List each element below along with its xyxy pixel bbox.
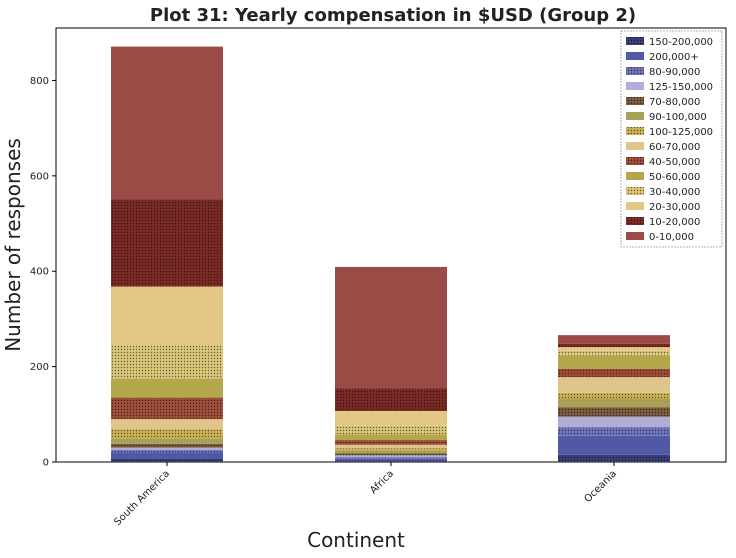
bar-africa-30-40-000 — [335, 426, 447, 435]
bar-africa-150-200-000 — [335, 461, 447, 462]
legend-label-10-20-000: 10-20,000 — [649, 217, 700, 228]
legend-frame — [621, 31, 722, 247]
legend-label-60-70-000: 60-70,000 — [649, 142, 700, 153]
legend-swatch-40-50-000 — [626, 157, 644, 165]
bar-south-america-125-150-000 — [111, 448, 223, 450]
bar-oceania-100-125-000 — [558, 393, 670, 399]
bar-south-america-20-30-000 — [111, 286, 223, 345]
bar-africa-10-20-000 — [335, 389, 447, 411]
bar-south-america-150-200-000 — [111, 458, 223, 462]
y-tick-label: 800 — [30, 76, 49, 87]
legend-label-70-80-000: 70-80,000 — [649, 97, 700, 108]
legend-label-125-150-000: 125-150,000 — [649, 82, 713, 93]
legend-swatch-50-60-000 — [626, 172, 644, 180]
bar-oceania-30-40-000 — [558, 351, 670, 356]
y-tick-label: 0 — [43, 458, 49, 469]
bar-south-america-0-10-000 — [111, 47, 223, 200]
legend-swatch-90-100-000 — [626, 112, 644, 120]
legend-label-40-50-000: 40-50,000 — [649, 157, 700, 168]
legend-swatch-125-150-000 — [626, 82, 644, 90]
bar-africa-80-90-000 — [335, 457, 447, 458]
legend-swatch-80-90-000 — [626, 67, 644, 75]
legend-label-0-10-000: 0-10,000 — [649, 232, 694, 243]
legend-swatch-30-40-000 — [626, 187, 644, 195]
bar-africa-50-60-000 — [335, 434, 447, 440]
bar-africa-125-150-000 — [335, 455, 447, 457]
bar-south-america-30-40-000 — [111, 345, 223, 378]
legend-label-200-000: 200,000+ — [649, 52, 699, 63]
bar-oceania-125-150-000 — [558, 417, 670, 427]
x-axis-label: Continent — [307, 528, 405, 552]
bar-south-america-10-20-000 — [111, 199, 223, 286]
x-tick-label-africa: Africa — [368, 468, 396, 496]
legend-label-80-90-000: 80-90,000 — [649, 67, 700, 78]
bar-oceania-60-70-000 — [558, 377, 670, 393]
bar-south-america-100-125-000 — [111, 430, 223, 439]
y-tick-label: 600 — [30, 171, 49, 182]
bar-oceania-0-10-000 — [558, 335, 670, 344]
bar-africa-70-80-000 — [335, 453, 447, 455]
legend-swatch-70-80-000 — [626, 97, 644, 105]
legend-swatch-150-200-000 — [626, 37, 644, 45]
legend-swatch-10-20-000 — [626, 217, 644, 225]
bar-south-america-200-000 — [111, 452, 223, 458]
legend-swatch-60-70-000 — [626, 142, 644, 150]
legend-label-90-100-000: 90-100,000 — [649, 112, 707, 123]
bar-oceania-40-50-000 — [558, 369, 670, 377]
bar-oceania-200-000 — [558, 436, 670, 455]
legend-label-30-40-000: 30-40,000 — [649, 187, 700, 198]
bar-oceania-10-20-000 — [558, 344, 670, 347]
bar-oceania-50-60-000 — [558, 356, 670, 369]
bar-south-america-60-70-000 — [111, 419, 223, 429]
legend-label-20-30-000: 20-30,000 — [649, 202, 700, 213]
bar-africa-0-10-000 — [335, 267, 447, 389]
bar-africa-40-50-000 — [335, 440, 447, 445]
legend-label-100-125-000: 100-125,000 — [649, 127, 713, 138]
bar-oceania-20-30-000 — [558, 347, 670, 351]
x-tick-label-south-america: South America — [112, 468, 172, 528]
x-axis: South America Africa Oceania — [112, 462, 619, 528]
y-tick-label: 400 — [30, 267, 49, 278]
bar-africa-100-125-000 — [335, 448, 447, 451]
bar-south-america-50-60-000 — [111, 379, 223, 398]
bar-south-america-40-50-000 — [111, 398, 223, 419]
bar-africa-90-100-000 — [335, 451, 447, 453]
y-axis: 0 200 400 600 800 — [30, 76, 56, 469]
bar-oceania-80-90-000 — [558, 427, 670, 436]
legend: 150-200,000 200,000+ 80-90,000 125-150,000 7… — [621, 31, 722, 247]
bar-oceania-150-200-000 — [558, 455, 670, 462]
legend-swatch-20-30-000 — [626, 202, 644, 210]
bar-south-america-80-90-000 — [111, 450, 223, 452]
bar-africa-20-30-000 — [335, 411, 447, 426]
bar-africa-60-70-000 — [335, 445, 447, 448]
legend-swatch-100-125-000 — [626, 127, 644, 135]
y-axis-label: Number of responses — [1, 138, 25, 352]
bar-oceania-90-100-000 — [558, 399, 670, 408]
chart-title: Plot 31: Yearly compensation in $USD (Gr… — [150, 5, 636, 26]
bar-south-america-90-100-000 — [111, 438, 223, 444]
bar-africa-200-000 — [335, 459, 447, 461]
legend-label-150-200-000: 150-200,000 — [649, 37, 713, 48]
legend-swatch-0-10-000 — [626, 232, 644, 240]
legend-swatch-200-000 — [626, 52, 644, 60]
legend-label-50-60-000: 50-60,000 — [649, 172, 700, 183]
x-tick-label-oceania: Oceania — [582, 468, 619, 505]
bars-group — [111, 47, 670, 462]
bar-south-america-70-80-000 — [111, 444, 223, 448]
y-tick-label: 200 — [30, 362, 49, 373]
bar-oceania-70-80-000 — [558, 407, 670, 417]
